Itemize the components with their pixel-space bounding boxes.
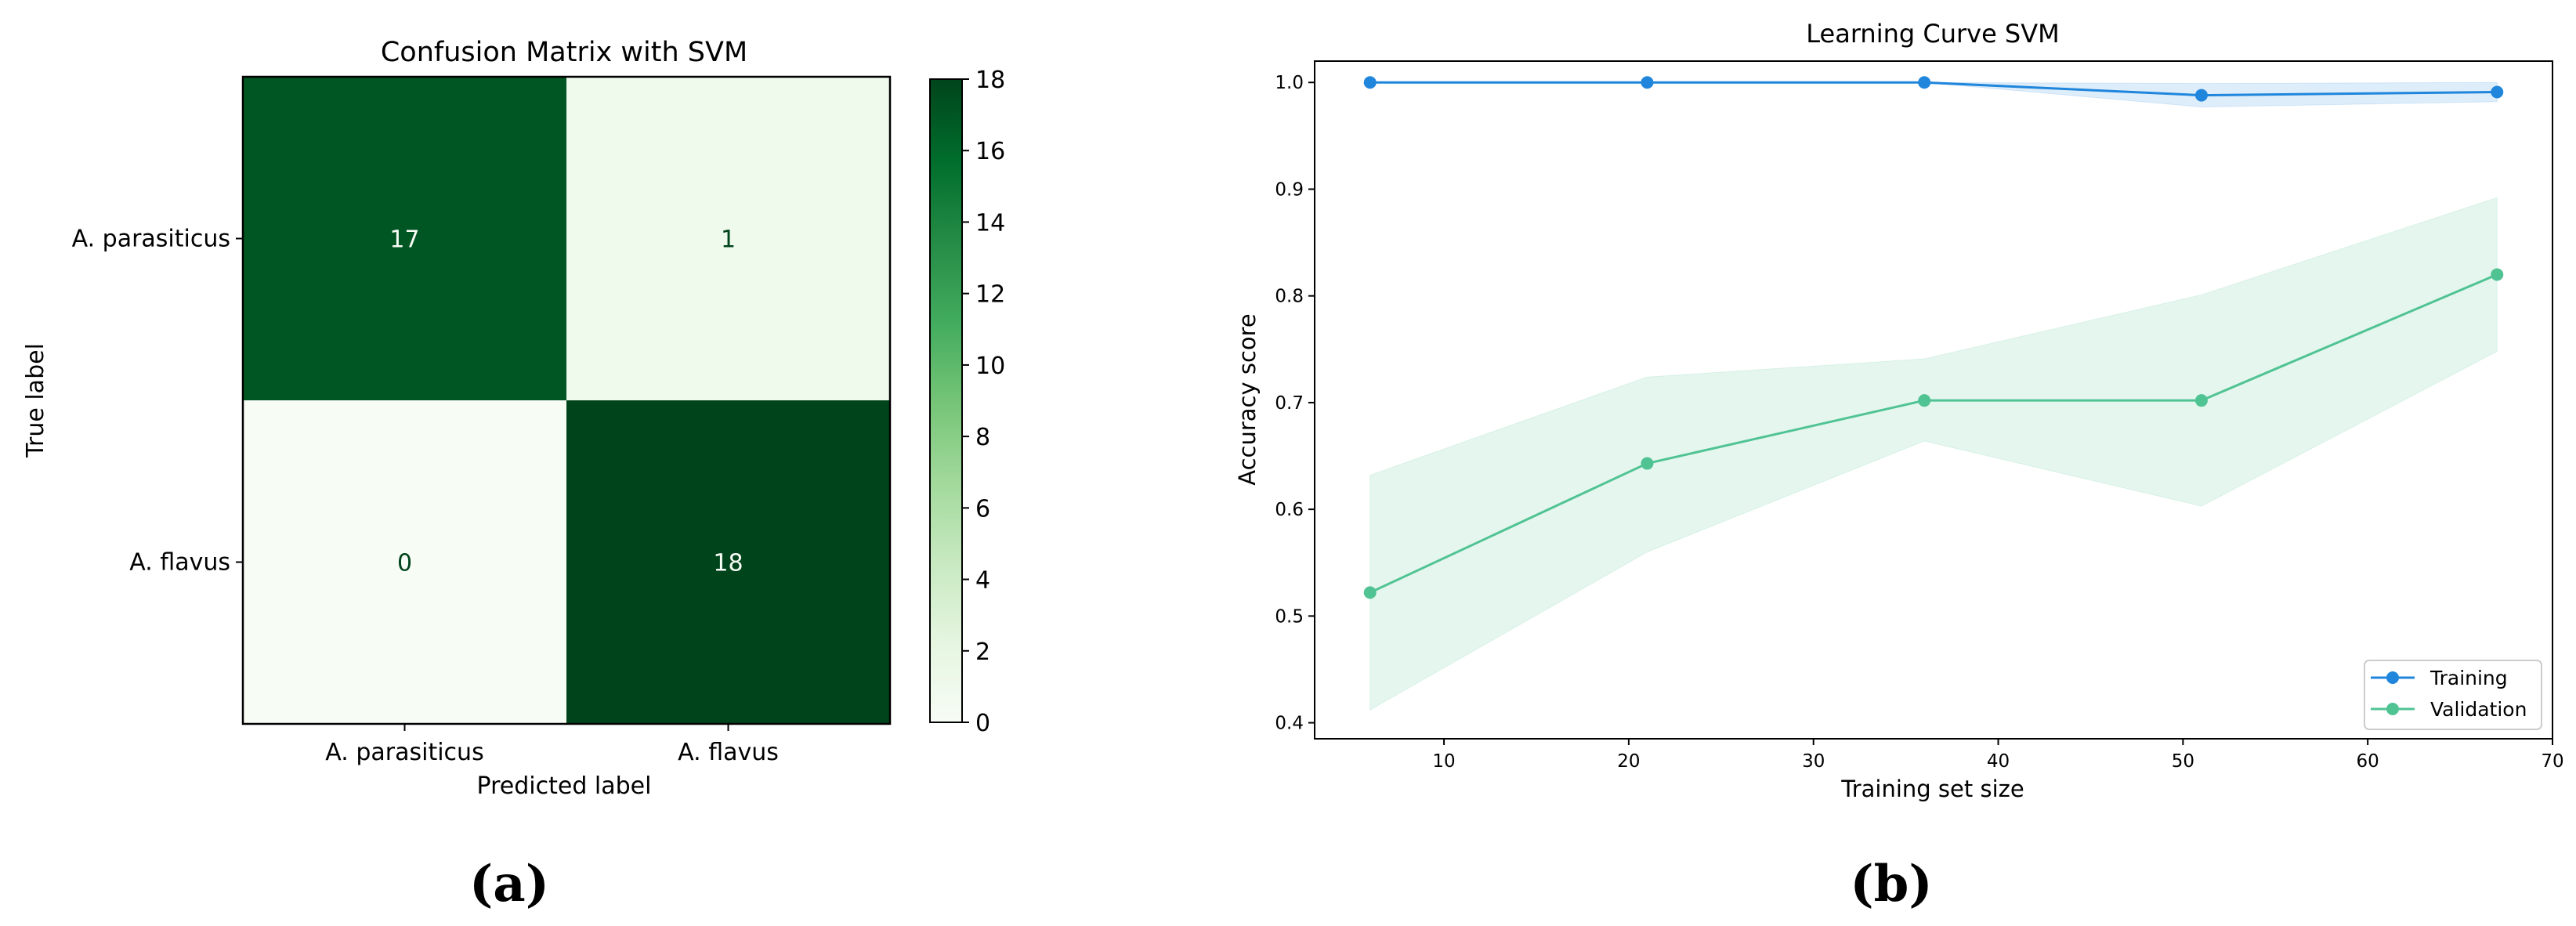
validation-point <box>2491 268 2504 281</box>
x-tick-label: 30 <box>1802 751 1825 772</box>
colorbar-tick-label: 0 <box>975 710 990 737</box>
x-tick-label: 50 <box>2172 751 2194 772</box>
validation-std-band <box>1369 197 2498 711</box>
confusion-cell-value: 18 <box>713 550 743 577</box>
confusion-matrix-frame <box>241 75 892 725</box>
confusion-cell-r0-c1 <box>566 77 890 400</box>
colorbar-ticks: 0 2 4 6 8 10 12 14 16 18 <box>962 67 1005 737</box>
confusion-matrix-ylabel: True label <box>22 343 49 458</box>
y-tick-label: A. parasiticus <box>72 226 230 253</box>
learning-curve-panel: Learning Curve SVM 10 20 30 40 50 60 70 0.4 0.5 0… <box>1234 19 2564 913</box>
training-point <box>2491 85 2504 99</box>
y-tick-label: A. flavus <box>129 549 230 577</box>
legend-validation-label: Validation <box>2430 698 2527 721</box>
learning-curve-points <box>1363 76 2504 599</box>
confusion-cell-r1-c1 <box>566 400 890 724</box>
colorbar-tick-label: 14 <box>975 209 1005 237</box>
confusion-cell-value: 17 <box>389 226 419 254</box>
learning-curve-ylabel: Accuracy score <box>1234 313 1261 486</box>
y-tick-label: 0.6 <box>1275 500 1304 520</box>
training-point <box>1641 76 1654 89</box>
colorbar-tick-label: 6 <box>975 495 990 523</box>
training-point <box>1918 76 1931 89</box>
learning-curve-frame <box>1314 60 2553 740</box>
y-tick-label: 0.4 <box>1275 714 1304 734</box>
validation-point <box>1918 394 1931 407</box>
y-tick-label: 0.7 <box>1275 393 1304 414</box>
colorbar-tick-label: 18 <box>975 67 1005 94</box>
x-tick-label: A. parasiticus <box>325 739 483 766</box>
confusion-cell-r1-c0 <box>243 400 566 724</box>
confusion-matrix-panel: Confusion Matrix with SVM 17 10 18 A. para… <box>22 37 1005 913</box>
learning-curve-xlabel: Training set size <box>1840 776 2024 802</box>
confusion-matrix-axes: A. parasiticus A. flavus A. parasiticus A. … <box>72 226 779 767</box>
y-tick-label: 1.0 <box>1275 73 1304 93</box>
confusion-cell-r0-c0 <box>243 77 566 400</box>
colorbar-tick-label: 8 <box>975 424 990 451</box>
y-tick-label: 0.8 <box>1275 287 1304 307</box>
colorbar-tick-label: 12 <box>975 281 1005 309</box>
caption-b: (b) <box>1850 855 1932 913</box>
y-tick-label: 0.5 <box>1275 606 1304 627</box>
validation-point <box>1363 586 1377 599</box>
learning-curve-bands <box>1369 81 2498 711</box>
x-tick-label: 60 <box>2357 751 2379 772</box>
x-tick-label: A. flavus <box>678 739 779 766</box>
y-tick-label: 0.9 <box>1275 179 1304 200</box>
x-tick-label: 20 <box>1617 751 1640 772</box>
legend-validation-swatch-marker <box>2386 703 2399 715</box>
validation-point <box>1641 457 1654 470</box>
confusion-matrix-xlabel: Predicted label <box>477 772 652 800</box>
colorbar-tick-label: 2 <box>975 638 990 666</box>
learning-curve-axes: 10 20 30 40 50 60 70 0.4 0.5 0.6 0.7 0.8 0.9 1.0 <box>1275 73 2563 772</box>
colorbar-gradient <box>929 78 963 723</box>
learning-curve-title: Learning Curve SVM <box>1806 19 2059 49</box>
confusion-cell-value: 0 <box>397 550 412 577</box>
confusion-matrix-title: Confusion Matrix with SVM <box>381 37 747 68</box>
colorbar-tick-label: 10 <box>975 353 1005 380</box>
training-point <box>2194 89 2208 102</box>
legend-training-label: Training <box>2429 667 2508 689</box>
validation-point <box>2194 394 2208 407</box>
x-tick-label: 10 <box>1432 751 1455 772</box>
x-tick-label: 40 <box>1987 751 2010 772</box>
x-tick-label: 70 <box>2541 751 2563 772</box>
training-point <box>1363 76 1377 89</box>
legend: Training Validation <box>2364 660 2542 730</box>
legend-training-swatch-marker <box>2386 671 2399 684</box>
confusion-matrix-cells: 17 1 0 18 <box>243 77 890 724</box>
caption-a: (a) <box>469 855 549 913</box>
confusion-cell-value: 1 <box>721 226 736 254</box>
colorbar-tick-label: 16 <box>975 138 1005 165</box>
colorbar: 0 2 4 6 8 10 12 14 16 18 <box>929 67 1005 737</box>
colorbar-tick-label: 4 <box>975 567 990 595</box>
